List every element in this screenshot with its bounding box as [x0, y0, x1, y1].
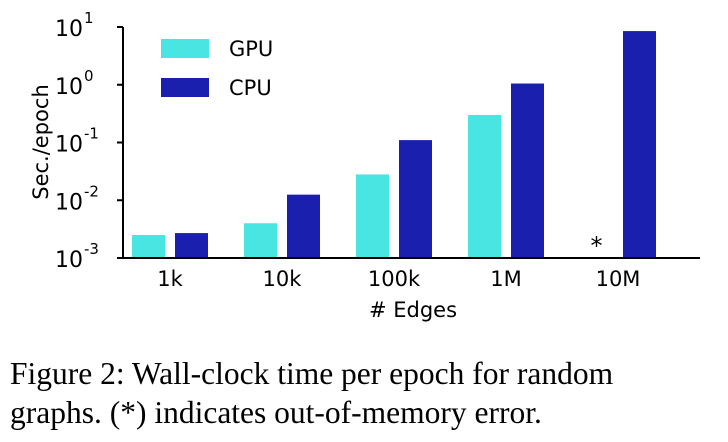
bar-cpu-100k	[399, 140, 432, 258]
x-tick-label: 1M	[490, 267, 521, 291]
bar-gpu-10k	[244, 223, 277, 258]
figure-caption: Figure 2: Wall-clock time per epoch for …	[10, 354, 725, 432]
bars	[132, 31, 656, 259]
bar-cpu-1k	[175, 233, 208, 258]
y-tick-exponent: 0	[84, 67, 94, 85]
caption-line-1: Figure 2: Wall-clock time per epoch for …	[10, 356, 614, 391]
y-tick-exponent: 1	[84, 9, 94, 27]
caption-line-2: graphs. (*) indicates out-of-memory erro…	[10, 395, 542, 430]
y-tick-label: 10	[55, 248, 83, 273]
annotations: *	[591, 232, 603, 260]
x-tick-label: 1k	[157, 267, 183, 291]
bar-gpu-100k	[356, 174, 389, 258]
bar-gpu-1m	[468, 114, 501, 258]
legend-swatch-gpu	[161, 39, 209, 58]
x-axis-label: # Edges	[369, 298, 457, 322]
legend-label-gpu: GPU	[229, 37, 273, 61]
bar-gpu-1k	[132, 235, 165, 258]
y-tick-label: 10	[55, 17, 83, 42]
legend-swatch-cpu	[161, 78, 209, 97]
bar-cpu-10m	[623, 31, 656, 259]
bar-cpu-10k	[287, 194, 320, 258]
bar-cpu-1m	[511, 83, 544, 258]
y-tick-label: 10	[55, 133, 83, 158]
y-tick-label: 10	[55, 75, 83, 100]
legend: GPU CPU	[161, 37, 273, 100]
legend-label-cpu: CPU	[229, 76, 272, 100]
annotation-asterisk: *	[591, 232, 603, 260]
x-tick-label: 10k	[263, 267, 303, 291]
x-tick-label: 100k	[368, 267, 421, 291]
y-tick-label: 10	[55, 190, 83, 215]
y-tick-exponent: -1	[84, 125, 99, 143]
y-tick-exponent: -3	[84, 240, 99, 258]
y-axis-label: Sec./epoch	[29, 84, 53, 200]
x-tick-label: 10M	[596, 267, 641, 291]
y-tick-exponent: -2	[84, 182, 99, 200]
